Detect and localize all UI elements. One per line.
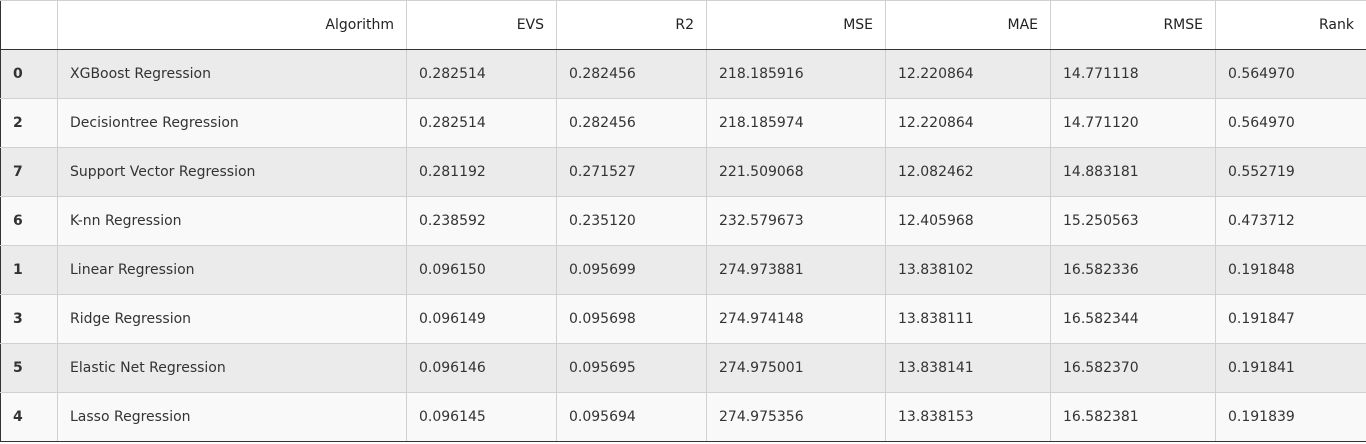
cell-r2: 0.271527: [556, 147, 707, 197]
cell-rmse: 15.250563: [1050, 196, 1216, 246]
cell-mse: 218.185916: [706, 49, 886, 99]
cell-mae: 12.220864: [885, 49, 1051, 99]
cell-rank: 0.191848: [1215, 245, 1366, 295]
cell-evs: 0.282514: [406, 98, 557, 148]
header-mse: MSE: [706, 0, 886, 50]
row-index: 4: [0, 392, 58, 442]
cell-rank: 0.564970: [1215, 98, 1366, 148]
cell-rank: 0.473712: [1215, 196, 1366, 246]
cell-mse: 274.973881: [706, 245, 886, 295]
table-row: 4 Lasso Regression 0.096145 0.095694 274…: [0, 392, 1366, 442]
cell-algorithm: Decisiontree Regression: [57, 98, 407, 148]
cell-algorithm: Ridge Regression: [57, 294, 407, 344]
cell-rmse: 14.771120: [1050, 98, 1216, 148]
table-row: 3 Ridge Regression 0.096149 0.095698 274…: [0, 294, 1366, 344]
cell-mae: 12.220864: [885, 98, 1051, 148]
cell-algorithm: Lasso Regression: [57, 392, 407, 442]
cell-rank: 0.191839: [1215, 392, 1366, 442]
header-row: Algorithm EVS R2 MSE MAE RMSE Rank: [0, 0, 1366, 50]
cell-mae: 12.405968: [885, 196, 1051, 246]
cell-evs: 0.096149: [406, 294, 557, 344]
header-mae: MAE: [885, 0, 1051, 50]
cell-algorithm: XGBoost Regression: [57, 49, 407, 99]
cell-mse: 274.975001: [706, 343, 886, 393]
cell-rmse: 14.883181: [1050, 147, 1216, 197]
cell-algorithm: Linear Regression: [57, 245, 407, 295]
cell-rmse: 16.582370: [1050, 343, 1216, 393]
table-row: 0 XGBoost Regression 0.282514 0.282456 2…: [0, 49, 1366, 99]
cell-mse: 274.974148: [706, 294, 886, 344]
header-algorithm: Algorithm: [57, 0, 407, 50]
cell-mse: 274.975356: [706, 392, 886, 442]
cell-r2: 0.095695: [556, 343, 707, 393]
table-row: 2 Decisiontree Regression 0.282514 0.282…: [0, 98, 1366, 148]
cell-r2: 0.095694: [556, 392, 707, 442]
cell-r2: 0.235120: [556, 196, 707, 246]
cell-r2: 0.282456: [556, 49, 707, 99]
cell-rank: 0.191841: [1215, 343, 1366, 393]
row-index: 1: [0, 245, 58, 295]
cell-r2: 0.095698: [556, 294, 707, 344]
header-rmse: RMSE: [1050, 0, 1216, 50]
cell-rank: 0.564970: [1215, 49, 1366, 99]
table-row: 6 K-nn Regression 0.238592 0.235120 232.…: [0, 196, 1366, 246]
cell-mse: 221.509068: [706, 147, 886, 197]
table-row: 5 Elastic Net Regression 0.096146 0.0956…: [0, 343, 1366, 393]
header-r2: R2: [556, 0, 707, 50]
header-index: [0, 0, 58, 50]
cell-rank: 0.552719: [1215, 147, 1366, 197]
header-rank: Rank: [1215, 0, 1366, 50]
cell-r2: 0.095699: [556, 245, 707, 295]
cell-mae: 13.838102: [885, 245, 1051, 295]
table-body: 0 XGBoost Regression 0.282514 0.282456 2…: [0, 49, 1366, 442]
row-index: 0: [0, 49, 58, 99]
row-index: 5: [0, 343, 58, 393]
cell-rank: 0.191847: [1215, 294, 1366, 344]
cell-evs: 0.281192: [406, 147, 557, 197]
cell-rmse: 14.771118: [1050, 49, 1216, 99]
cell-mse: 218.185974: [706, 98, 886, 148]
row-index: 2: [0, 98, 58, 148]
cell-evs: 0.282514: [406, 49, 557, 99]
cell-r2: 0.282456: [556, 98, 707, 148]
cell-algorithm: K-nn Regression: [57, 196, 407, 246]
row-index: 3: [0, 294, 58, 344]
cell-mse: 232.579673: [706, 196, 886, 246]
table-header: Algorithm EVS R2 MSE MAE RMSE Rank: [0, 0, 1366, 50]
cell-algorithm: Elastic Net Regression: [57, 343, 407, 393]
cell-mae: 13.838111: [885, 294, 1051, 344]
cell-rmse: 16.582344: [1050, 294, 1216, 344]
cell-evs: 0.096145: [406, 392, 557, 442]
cell-mae: 13.838141: [885, 343, 1051, 393]
table-row: 7 Support Vector Regression 0.281192 0.2…: [0, 147, 1366, 197]
cell-evs: 0.096146: [406, 343, 557, 393]
row-index: 7: [0, 147, 58, 197]
cell-evs: 0.238592: [406, 196, 557, 246]
row-index: 6: [0, 196, 58, 246]
cell-rmse: 16.582381: [1050, 392, 1216, 442]
cell-mae: 12.082462: [885, 147, 1051, 197]
cell-rmse: 16.582336: [1050, 245, 1216, 295]
cell-mae: 13.838153: [885, 392, 1051, 442]
cell-algorithm: Support Vector Regression: [57, 147, 407, 197]
table-row: 1 Linear Regression 0.096150 0.095699 27…: [0, 245, 1366, 295]
cell-evs: 0.096150: [406, 245, 557, 295]
header-evs: EVS: [406, 0, 557, 50]
